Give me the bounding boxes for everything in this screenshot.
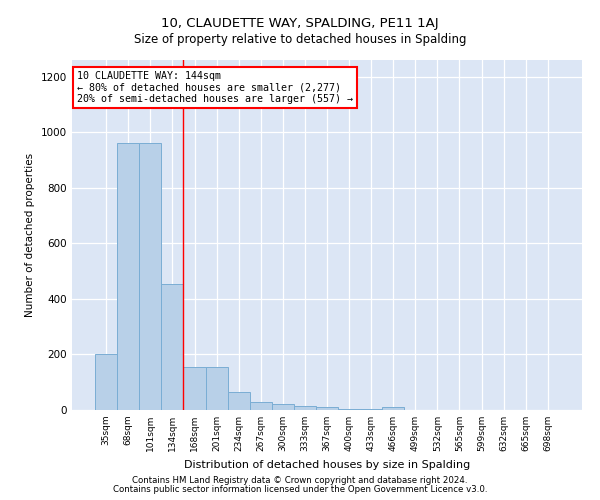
Bar <box>184 367 206 410</box>
X-axis label: Distribution of detached houses by size in Spalding: Distribution of detached houses by size … <box>184 460 470 469</box>
Text: 10 CLAUDETTE WAY: 144sqm
← 80% of detached houses are smaller (2,277)
20% of sem: 10 CLAUDETTE WAY: 144sqm ← 80% of detach… <box>77 70 353 104</box>
Y-axis label: Number of detached properties: Number of detached properties <box>25 153 35 317</box>
Bar <box>338 408 360 410</box>
Bar <box>272 404 294 410</box>
Bar <box>294 406 316 410</box>
Bar <box>382 407 404 410</box>
Text: 10, CLAUDETTE WAY, SPALDING, PE11 1AJ: 10, CLAUDETTE WAY, SPALDING, PE11 1AJ <box>161 18 439 30</box>
Bar <box>161 284 184 410</box>
Text: Size of property relative to detached houses in Spalding: Size of property relative to detached ho… <box>134 32 466 46</box>
Bar <box>139 144 161 410</box>
Bar <box>227 392 250 410</box>
Bar <box>206 367 227 410</box>
Bar <box>117 144 139 410</box>
Text: Contains HM Land Registry data © Crown copyright and database right 2024.: Contains HM Land Registry data © Crown c… <box>132 476 468 485</box>
Bar <box>250 402 272 410</box>
Bar <box>316 407 338 410</box>
Text: Contains public sector information licensed under the Open Government Licence v3: Contains public sector information licen… <box>113 485 487 494</box>
Bar <box>95 354 117 410</box>
